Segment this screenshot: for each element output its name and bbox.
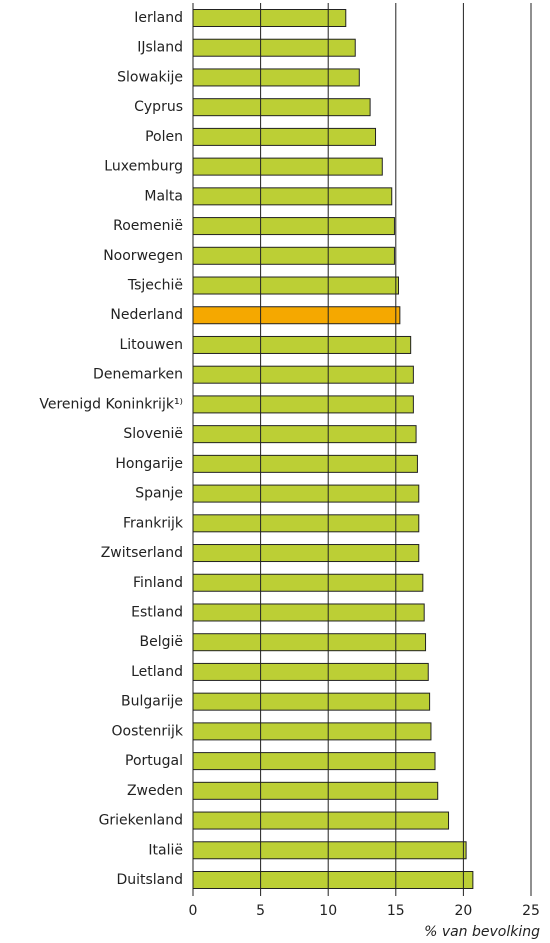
- y-tick-label: Duitsland: [116, 872, 183, 888]
- y-tick-label: Griekenland: [99, 813, 183, 829]
- bar: [192, 217, 395, 236]
- y-tick-label: Verenigd Koninkrijk¹⁾: [39, 396, 183, 412]
- x-tick-label: 5: [256, 903, 265, 919]
- bar: [192, 9, 347, 27]
- bar: [192, 425, 417, 444]
- bar: [192, 573, 424, 592]
- bar: [192, 306, 401, 325]
- x-tick-label: 10: [319, 903, 337, 919]
- y-tick-label: Ierland: [134, 10, 183, 26]
- bar: [192, 781, 439, 800]
- bar: [192, 335, 412, 354]
- bar: [192, 633, 427, 652]
- bar: [192, 484, 420, 503]
- y-tick-label: Oostenrijk: [112, 723, 184, 739]
- y-tick-label: Bulgarije: [121, 694, 183, 710]
- bar: [192, 187, 393, 206]
- bar: [192, 841, 467, 860]
- y-tick-label: Letland: [131, 664, 183, 680]
- bar: [192, 871, 474, 889]
- y-tick-label: Slovenië: [123, 426, 183, 442]
- x-tick-label: 0: [189, 903, 198, 919]
- bar: [192, 454, 418, 473]
- y-tick-label: Malta: [144, 188, 183, 204]
- y-tick-label: Roemenië: [113, 218, 183, 234]
- bar: [192, 514, 420, 533]
- y-tick-label: België: [140, 634, 184, 650]
- x-tick-label: 15: [387, 903, 405, 919]
- bar: [192, 127, 377, 146]
- y-tick-label: Frankrijk: [123, 515, 184, 531]
- x-tick-label: 20: [454, 903, 472, 919]
- y-tick-label: Luxemburg: [104, 159, 183, 175]
- bar: [192, 38, 356, 57]
- y-tick-label: Estland: [131, 604, 183, 620]
- bar: [192, 603, 425, 622]
- y-tick-label: Denemarken: [93, 367, 183, 383]
- bar: [192, 811, 450, 830]
- y-tick-label: Slowakije: [117, 69, 183, 85]
- y-tick-label: Nederland: [110, 307, 183, 323]
- bar: [192, 157, 383, 176]
- bar: [192, 692, 431, 711]
- bar: [192, 722, 432, 741]
- y-tick-label: Tsjechië: [127, 278, 183, 294]
- y-tick-label: Noorwegen: [103, 248, 183, 264]
- y-tick-label: Italië: [148, 842, 183, 858]
- y-tick-label: Cyprus: [134, 99, 183, 115]
- bar: [192, 98, 371, 117]
- bar: [192, 544, 420, 563]
- y-tick-label: Zwitserland: [101, 545, 183, 561]
- y-tick-label: Zweden: [127, 783, 183, 799]
- y-tick-label: Litouwen: [119, 337, 183, 353]
- x-axis-label: % van bevolking: [424, 924, 540, 940]
- y-tick-label: Polen: [145, 129, 183, 145]
- y-tick-label: Spanje: [135, 486, 183, 502]
- bar: [192, 246, 395, 265]
- bar: [192, 662, 429, 681]
- y-tick-label: Portugal: [125, 753, 183, 769]
- bar: [192, 68, 360, 87]
- bar: [192, 395, 414, 414]
- x-tick-label: 25: [522, 903, 540, 919]
- bar: [192, 276, 400, 295]
- bar: [192, 365, 414, 384]
- y-tick-label: Finland: [133, 575, 183, 591]
- y-tick-label: IJsland: [137, 40, 183, 56]
- bar: [192, 752, 436, 771]
- y-tick-label: Hongarije: [115, 456, 183, 472]
